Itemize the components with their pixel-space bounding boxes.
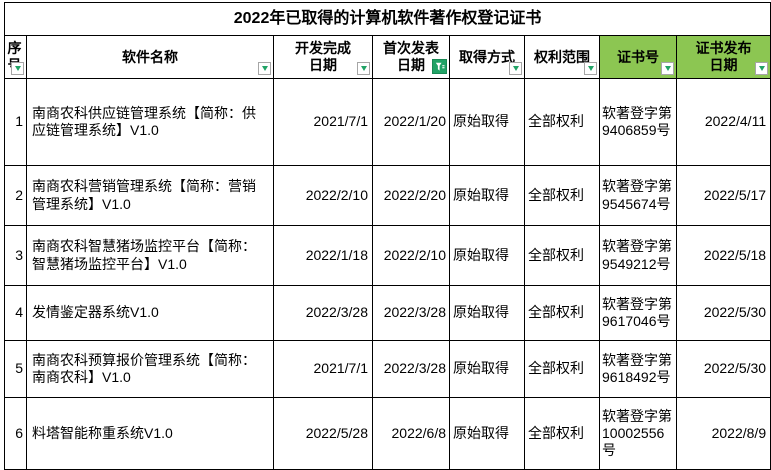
filter-dropdown-button[interactable] [661, 62, 674, 75]
cell-certificate-issue-date[interactable]: 2022/5/30 [675, 285, 771, 341]
cell-certificate-issue-date[interactable]: 2022/4/11 [675, 78, 771, 166]
cell-certificate-number[interactable]: 软著登字第9406859号 [599, 78, 677, 166]
table-row: 6 料塔智能称重系统V1.0 2022/5/28 2022/6/8 原始取得 全… [4, 397, 771, 470]
cell-certificate-issue-date[interactable]: 2022/5/17 [675, 165, 771, 226]
cell-serial[interactable]: 4 [4, 285, 27, 341]
column-header-label: 首次发表日期 [383, 39, 439, 73]
cell-acquire-method[interactable]: 原始取得 [449, 285, 525, 341]
cell-dev-complete-date[interactable]: 2022/5/28 [273, 397, 373, 470]
title-row: 2022年已取得的计算机软件著作权登记证书 [3, 2, 771, 36]
column-header-label: 软件名称 [122, 48, 178, 65]
cell-acquire-method[interactable]: 原始取得 [449, 340, 525, 398]
column-header-label: 证书号 [617, 48, 659, 65]
column-header-label: 取得方式 [459, 48, 515, 65]
cell-certificate-issue-date[interactable]: 2022/8/9 [675, 397, 771, 470]
cell-certificate-number[interactable]: 软著登字第9618492号 [599, 340, 677, 398]
chevron-down-icon [758, 66, 765, 71]
cell-rights-scope[interactable]: 全部权利 [524, 285, 600, 341]
chevron-down-icon [261, 66, 268, 71]
cell-serial[interactable]: 5 [4, 340, 27, 398]
column-header-software-name[interactable]: 软件名称 [26, 35, 274, 79]
cell-certificate-number[interactable]: 软著登字第9545674号 [599, 165, 677, 226]
filter-dropdown-button[interactable] [509, 62, 522, 75]
column-header-serial[interactable]: 序号 [4, 35, 27, 79]
chevron-down-icon [14, 66, 21, 71]
cell-certificate-issue-date[interactable]: 2022/5/30 [675, 340, 771, 398]
table-row: 1 南商农科供应链管理系统【简称：供应链管理系统】V1.0 2021/7/1 2… [4, 78, 771, 166]
cell-rights-scope[interactable]: 全部权利 [524, 397, 600, 470]
column-header-dev-complete-date[interactable]: 开发完成日期 [273, 35, 373, 79]
cell-first-publish-date[interactable]: 2022/2/10 [372, 225, 450, 286]
filter-active-button[interactable] [432, 59, 447, 74]
cell-software-name[interactable]: 南商农科供应链管理系统【简称：供应链管理系统】V1.0 [26, 78, 274, 166]
cell-dev-complete-date[interactable]: 2022/3/28 [273, 285, 373, 341]
column-header-rights-scope[interactable]: 权利范围 [524, 35, 600, 79]
cell-dev-complete-date[interactable]: 2022/2/10 [273, 165, 373, 226]
cell-rights-scope[interactable]: 全部权利 [524, 340, 600, 398]
filter-dropdown-button[interactable] [258, 62, 271, 75]
chevron-down-icon [360, 66, 367, 71]
cell-first-publish-date[interactable]: 2022/1/20 [372, 78, 450, 166]
cell-software-name[interactable]: 南商农科预算报价管理系统【简称：南商农科】V1.0 [26, 340, 274, 398]
table-row: 3 南商农科智慧猪场监控平台【简称：智慧猪场监控平台】V1.0 2022/1/1… [4, 225, 771, 286]
cell-first-publish-date[interactable]: 2022/3/28 [372, 340, 450, 398]
cell-certificate-number[interactable]: 软著登字第9617046号 [599, 285, 677, 341]
cell-serial[interactable]: 2 [4, 165, 27, 226]
chevron-down-icon [512, 66, 519, 71]
filter-dropdown-button[interactable] [357, 62, 370, 75]
cell-rights-scope[interactable]: 全部权利 [524, 78, 600, 166]
filter-dropdown-button[interactable] [755, 62, 769, 75]
cell-dev-complete-date[interactable]: 2021/7/1 [273, 340, 373, 398]
cell-first-publish-date[interactable]: 2022/3/28 [372, 285, 450, 341]
cell-acquire-method[interactable]: 原始取得 [449, 397, 525, 470]
cell-certificate-number[interactable]: 软著登字第10002556号 [599, 397, 677, 470]
chevron-down-icon [587, 66, 594, 71]
column-header-first-publish-date[interactable]: 首次发表日期 [372, 35, 450, 79]
table-row: 5 南商农科预算报价管理系统【简称：南商农科】V1.0 2021/7/1 202… [4, 340, 771, 398]
cell-certificate-issue-date[interactable]: 2022/5/18 [675, 225, 771, 286]
cell-first-publish-date[interactable]: 2022/6/8 [372, 397, 450, 470]
funnel-icon [435, 62, 444, 71]
table-row: 4 发情鉴定器系统V1.0 2022/3/28 2022/3/28 原始取得 全… [4, 285, 771, 341]
column-header-certificate-number[interactable]: 证书号 [599, 35, 677, 79]
chevron-down-icon [664, 66, 671, 71]
cell-first-publish-date[interactable]: 2022/2/20 [372, 165, 450, 226]
column-header-label: 权利范围 [534, 48, 590, 65]
spreadsheet-region: 2022年已取得的计算机软件著作权登记证书 序号 软件名称 开发完成日期 首次发… [3, 2, 771, 470]
cell-rights-scope[interactable]: 全部权利 [524, 165, 600, 226]
header-row: 序号 软件名称 开发完成日期 首次发表日期 取得方式 [4, 35, 771, 79]
cell-acquire-method[interactable]: 原始取得 [449, 165, 525, 226]
cell-software-name[interactable]: 南商农科智慧猪场监控平台【简称：智慧猪场监控平台】V1.0 [26, 225, 274, 286]
cell-software-name[interactable]: 发情鉴定器系统V1.0 [26, 285, 274, 341]
column-header-acquire-method[interactable]: 取得方式 [449, 35, 525, 79]
cell-serial[interactable]: 6 [4, 397, 27, 470]
column-header-label: 证书发布日期 [695, 39, 752, 73]
cell-dev-complete-date[interactable]: 2021/7/1 [273, 78, 373, 166]
cell-rights-scope[interactable]: 全部权利 [524, 225, 600, 286]
cell-acquire-method[interactable]: 原始取得 [449, 225, 525, 286]
cell-serial[interactable]: 1 [4, 78, 27, 166]
cell-software-name[interactable]: 南商农科营销管理系统【简称：营销管理系统】V1.0 [26, 165, 274, 226]
cell-dev-complete-date[interactable]: 2022/1/18 [273, 225, 373, 286]
cell-software-name[interactable]: 料塔智能称重系统V1.0 [26, 397, 274, 470]
filter-dropdown-button[interactable] [11, 62, 24, 75]
cell-certificate-number[interactable]: 软著登字第9549212号 [599, 225, 677, 286]
filter-dropdown-button[interactable] [584, 62, 597, 75]
column-header-certificate-issue-date[interactable]: 证书发布日期 [675, 35, 771, 79]
cell-acquire-method[interactable]: 原始取得 [449, 78, 525, 166]
column-header-label: 开发完成日期 [295, 39, 351, 73]
cell-serial[interactable]: 3 [4, 225, 27, 286]
copyright-certificates-table: 2022年已取得的计算机软件著作权登记证书 序号 软件名称 开发完成日期 首次发… [3, 2, 771, 470]
table-row: 2 南商农科营销管理系统【简称：营销管理系统】V1.0 2022/2/10 20… [4, 165, 771, 226]
page-title[interactable]: 2022年已取得的计算机软件著作权登记证书 [3, 2, 771, 36]
